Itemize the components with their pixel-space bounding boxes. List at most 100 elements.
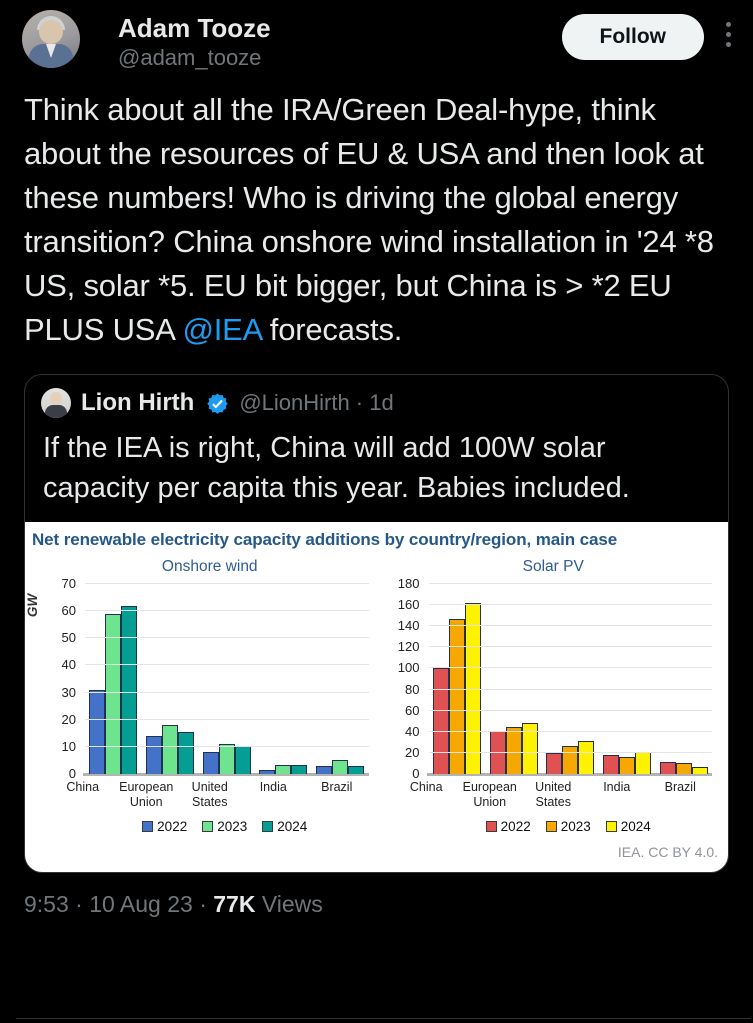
x-axis-line [426, 773, 712, 776]
y-tick-label: 40 [61, 657, 76, 673]
gridline [428, 751, 712, 753]
y-tick-label: 140 [397, 618, 420, 634]
tweet-footer: 9:53 · 10 Aug 23 · 77K Views [0, 873, 753, 918]
bar-2022 [202, 752, 219, 774]
gridline [428, 667, 712, 669]
y-tick-label: 30 [61, 684, 76, 700]
category-label: Brazil [664, 780, 696, 794]
onshore-wind-chart: Onshore wind 0 10 20 30 40 50 60 70 China Europe… [51, 558, 369, 834]
avatar[interactable] [22, 10, 80, 68]
y-tick-label: 180 [397, 576, 420, 591]
views-count: 77K [213, 891, 256, 917]
quoted-tweet-card[interactable]: Lion Hirth @LionHirth · 1d If the IEA is… [24, 374, 729, 873]
bar-2022 [89, 689, 106, 774]
bar-2024 [234, 745, 251, 774]
legend-item: 2024 [605, 819, 651, 834]
author-handle[interactable]: @adam_tooze [118, 45, 262, 70]
y-tick-label: 50 [61, 630, 76, 646]
bar-group [198, 744, 255, 774]
category-label: India [259, 780, 287, 794]
legend-item: 2023 [202, 819, 247, 834]
chart-image[interactable]: Net renewable electricity capacity addit… [25, 522, 728, 872]
legend-item: 2023 [545, 819, 591, 834]
y-axis: 0 10 20 30 40 50 60 70 [51, 577, 85, 781]
y-tick-label: 80 [405, 681, 420, 697]
legend-swatch [202, 821, 214, 832]
bar-group [312, 760, 369, 774]
category-label: China [409, 780, 443, 794]
gridline [428, 688, 712, 690]
legend-label: 2022 [157, 819, 188, 834]
gridline [85, 610, 369, 612]
bar-2023 [675, 763, 692, 774]
gridline [428, 646, 712, 648]
author-name[interactable]: Adam Tooze [118, 13, 271, 43]
y-tick-label: 60 [405, 702, 420, 718]
bar-2022 [602, 755, 619, 774]
y-tick-label: 20 [405, 744, 420, 760]
y-tick-label: 160 [397, 597, 420, 613]
category-labels: China European Union United States India Bra… [51, 774, 369, 810]
plot-area [83, 583, 369, 776]
gridline [428, 709, 712, 711]
quoted-author-name[interactable]: Lion Hirth [81, 389, 195, 416]
y-tick-label: 0 [68, 766, 76, 781]
legend-item: 2022 [485, 819, 531, 834]
bar-2022 [316, 765, 333, 774]
quoted-author-meta: @LionHirth · 1d [239, 390, 394, 415]
gridline [85, 664, 369, 666]
plot-area [426, 583, 713, 776]
bar-group [142, 725, 199, 774]
y-tick-label: 100 [397, 660, 420, 676]
y-tick-label: 70 [61, 576, 76, 591]
quoted-avatar[interactable] [41, 388, 71, 418]
bar-2023 [448, 618, 465, 774]
y-tick-label: 60 [61, 603, 76, 619]
figure-attribution: IEA. CC BY 4.0. [617, 844, 718, 860]
y-axis-unit-label: GW [25, 593, 41, 618]
bar-group [655, 762, 712, 774]
divider [16, 1018, 751, 1019]
bar-2022 [259, 769, 276, 774]
chart-legend: 2022 2023 2024 [395, 810, 713, 834]
category-label: United States [191, 780, 228, 809]
category-label: China [66, 780, 100, 794]
bar-2024 [634, 751, 651, 774]
y-tick-label: 120 [397, 639, 420, 655]
y-axis: 0 20 40 60 80 100 120 140 160 180 [395, 577, 429, 781]
bar-2023 [162, 725, 179, 774]
bar-2023 [505, 726, 522, 774]
bar-groups [429, 584, 713, 774]
legend-swatch [485, 821, 497, 832]
bar-2022 [659, 762, 676, 774]
more-menu-icon[interactable] [724, 14, 733, 55]
bar-2022 [432, 668, 449, 774]
bar-group [255, 764, 312, 774]
follow-button[interactable]: Follow [561, 14, 704, 60]
quoted-avatar-head [50, 392, 62, 405]
tweet-text-segment: forecasts. [261, 312, 403, 347]
bar-2023 [618, 757, 635, 774]
legend-label: 2024 [277, 819, 308, 834]
chart-title: Solar PV [522, 558, 584, 575]
gridline [85, 691, 369, 693]
category-label: European Union [119, 780, 174, 809]
bar-2023 [562, 745, 579, 774]
mention-link-iea[interactable]: @IEA [182, 312, 262, 347]
category-labels: China European Union United States India Bra… [395, 774, 713, 810]
bar-2024 [521, 723, 538, 774]
tweet-text: Think about all the IRA/Green Deal-hype,… [24, 88, 729, 352]
category-label: Brazil [321, 780, 353, 794]
gridline [428, 625, 712, 627]
bar-group [599, 751, 656, 774]
gridline [428, 583, 712, 584]
chart-title: Onshore wind [161, 558, 258, 575]
bar-2024 [178, 731, 195, 774]
category-label: India [603, 780, 631, 794]
bar-2024 [691, 766, 708, 774]
gridline [428, 604, 712, 606]
legend-label: 2023 [560, 819, 591, 834]
y-tick-label: 40 [405, 723, 420, 739]
legend-label: 2024 [620, 819, 651, 834]
figure-title: Net renewable electricity capacity addit… [32, 530, 618, 549]
